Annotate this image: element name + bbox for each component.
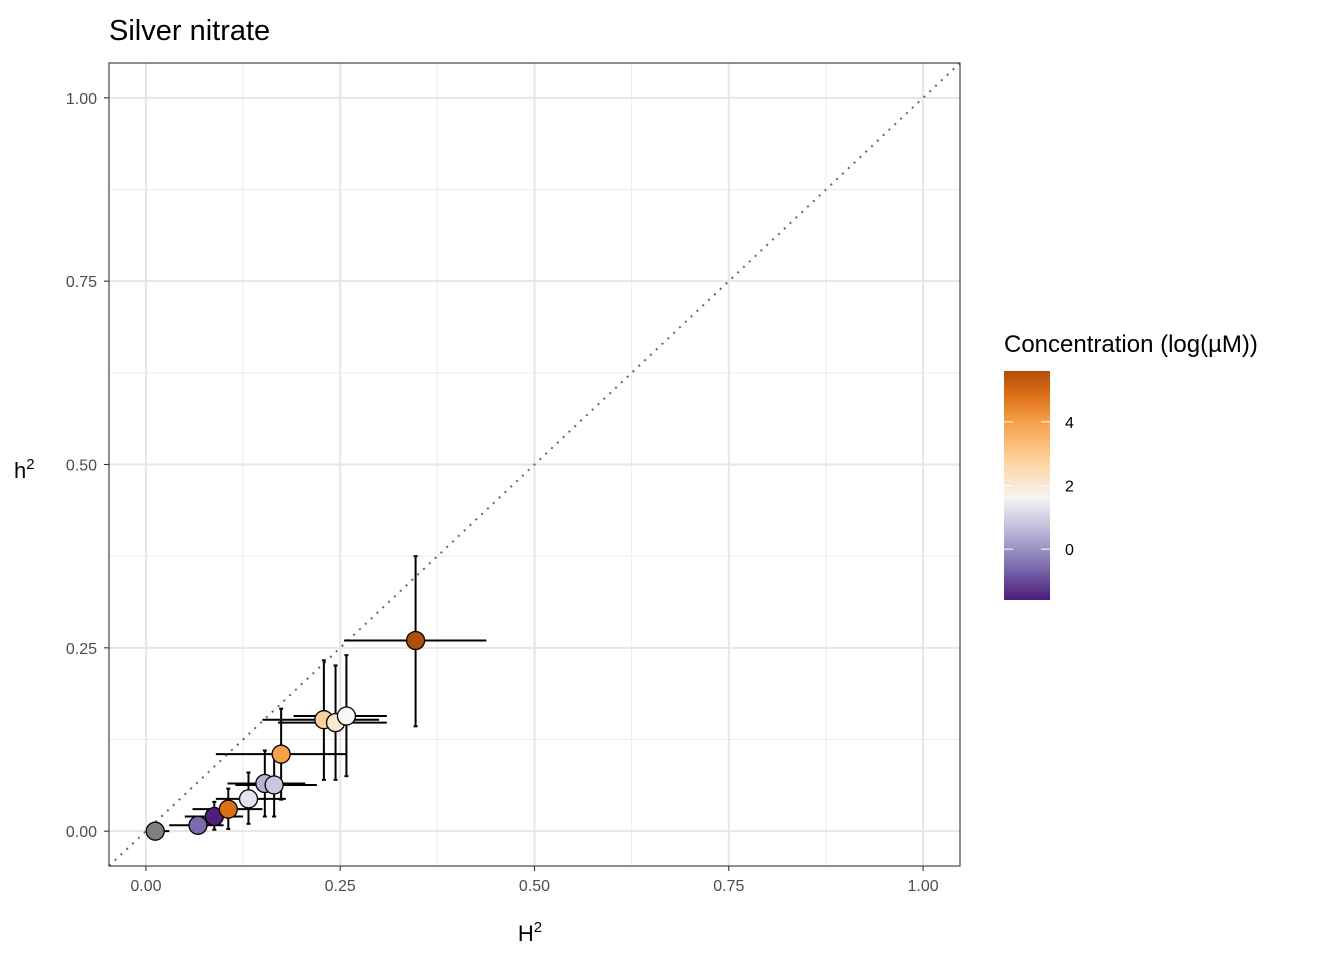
y-tick-label: 0.75: [66, 274, 97, 291]
data-point: [238, 789, 259, 809]
y-tick-label: 0.00: [66, 824, 97, 841]
x-tick-label: 0.25: [325, 878, 356, 895]
x-axis-title-base: H: [518, 921, 534, 946]
y-tick-label: 1.00: [66, 91, 97, 108]
data-point: [271, 744, 291, 764]
y-tick-label: 0.25: [66, 641, 97, 658]
data-point: [188, 815, 208, 835]
legend-title: Concentration (log(µM)): [1004, 331, 1258, 358]
y-axis-title-base: h: [14, 458, 26, 483]
data-point: [218, 799, 238, 819]
y-tick-label: 0.50: [66, 458, 97, 475]
x-tick-label: 0.50: [519, 878, 550, 895]
legend: Concentration (log(µM)) 0 2 4: [1004, 331, 1258, 600]
data-point: [264, 775, 284, 795]
x-axis-title-superscript: 2: [534, 919, 542, 936]
identity-reference-line: [109, 63, 960, 866]
colorbar-tick-label: 4: [1065, 415, 1074, 432]
x-axis-title: H2: [518, 919, 542, 946]
data-point: [336, 706, 357, 726]
x-tick-label: 0.00: [130, 878, 161, 895]
colorbar-ticks: 0 2 4: [1004, 415, 1074, 559]
y-axis: 0.00 0.25 0.50 0.75 1.00: [66, 91, 109, 841]
chart-title: Silver nitrate: [109, 15, 270, 47]
colorbar-tick-label: 0: [1065, 542, 1074, 559]
data-point: [145, 821, 165, 841]
data-point: [405, 630, 426, 651]
data-points: [145, 630, 426, 841]
colorbar-tick-label: 2: [1065, 479, 1074, 496]
x-axis: 0.00 0.25 0.50 0.75 1.00: [130, 866, 939, 895]
y-axis-title: h2: [14, 456, 35, 483]
x-tick-label: 0.75: [713, 878, 744, 895]
y-axis-title-superscript: 2: [26, 456, 34, 473]
x-tick-label: 1.00: [908, 878, 939, 895]
